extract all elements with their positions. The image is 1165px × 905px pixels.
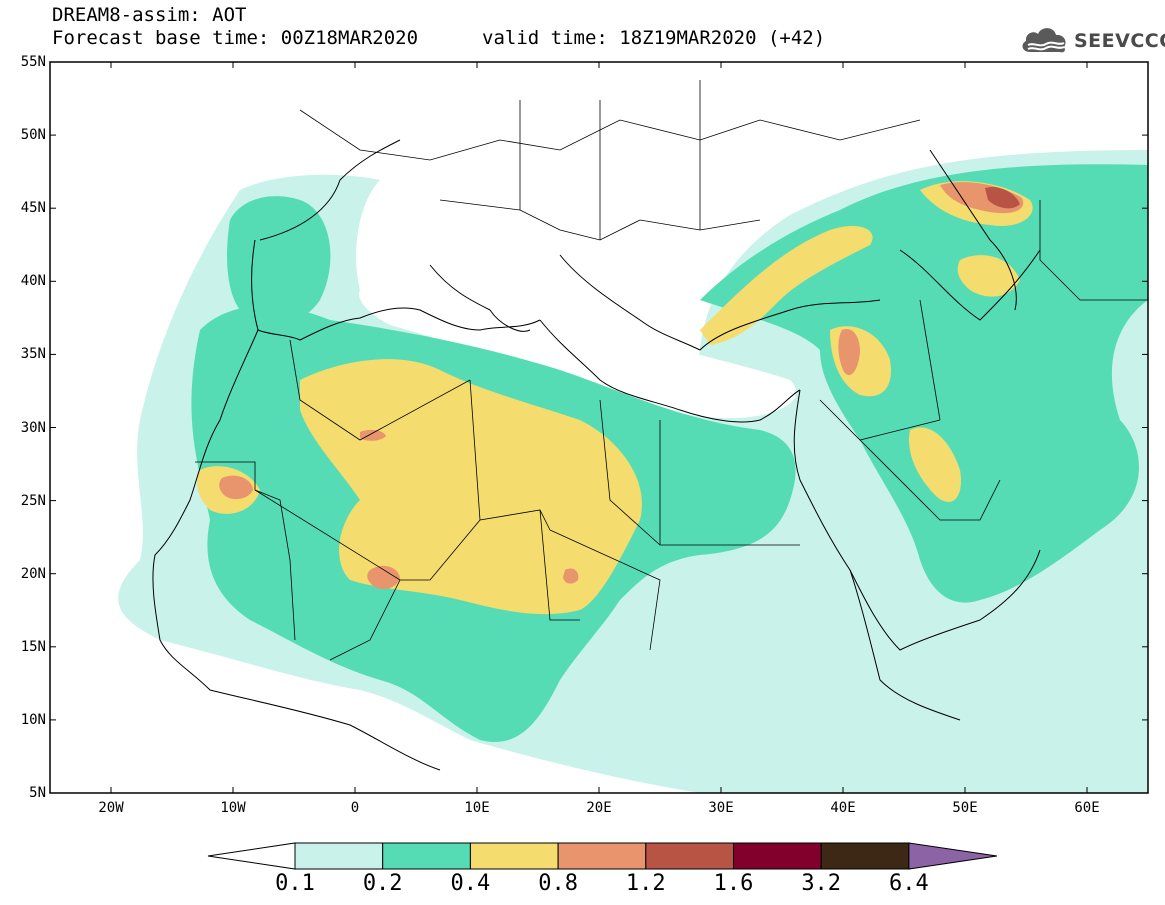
cloud-icon [1022, 28, 1066, 53]
colorbar-swatch [469, 842, 559, 870]
lon-tick-label: 10E [464, 800, 490, 816]
colorbar-swatch [820, 842, 910, 870]
lat-tick-label: 30N [20, 419, 46, 436]
lat-tick-label: 20N [20, 565, 46, 582]
colorbar-label: 3.2 [801, 871, 842, 896]
colorbar-label: 0.4 [450, 871, 491, 896]
logo-text: SEEVCCC [1074, 30, 1165, 52]
colorbar-label: 6.4 [889, 871, 929, 896]
colorbar-swatch [645, 842, 734, 870]
aot-contour-0.8-syria [838, 329, 860, 376]
colorbar-swatch [294, 842, 384, 870]
aot-contour-1.2 [985, 186, 1020, 209]
lon-tick-label: 0 [350, 800, 360, 816]
lat-tick-label: 55N [20, 54, 46, 70]
aot-contour-0.2-iberia [227, 196, 331, 324]
lon-tick-label: 50E [952, 800, 978, 816]
lon-tick-label: 10W [220, 800, 246, 816]
aot-contour-0.8-chad [563, 568, 579, 584]
axis-ticks [50, 61, 1148, 794]
forecast-base-time: Forecast base time: 00Z18MAR2020 [52, 27, 419, 49]
coastlines [152, 139, 1041, 771]
colorbar [207, 842, 997, 870]
colorbar-label: 0.1 [275, 871, 315, 896]
valid-time: valid time: 18Z19MAR2020 (+42) [482, 27, 826, 49]
aot-contour-0.8-algeria [360, 429, 386, 441]
lon-tick-label: 60E [1074, 800, 1100, 816]
colorbar-swatch [382, 842, 471, 870]
country-borders [195, 80, 1148, 661]
aot-contour-0.8-mali [367, 565, 400, 590]
colorbar-over-arrow [908, 842, 997, 870]
lon-tick-label: 20E [586, 800, 612, 816]
colorbar-swatch [557, 842, 647, 870]
aot-contour-0.8-mauritania [219, 475, 253, 500]
colorbar-label: 0.8 [538, 871, 578, 896]
aot-contour-0.4-east [957, 255, 1020, 297]
aot-contour-0.4-turkey [700, 225, 873, 345]
lat-tick-label: 50N [20, 127, 46, 144]
lon-tick-label: 40E [830, 800, 856, 816]
lat-tick-label: 40N [20, 273, 46, 290]
lat-tick-label: 35N [20, 346, 46, 363]
lat-tick-label: 15N [20, 638, 46, 655]
colorbar-swatch [733, 842, 822, 870]
aot-contour-0.4-gulf [909, 427, 961, 502]
map-title: DREAM8-assim: AOT [52, 4, 247, 26]
lat-tick-label: 25N [20, 492, 46, 509]
aot-field [50, 62, 1148, 793]
seevccc-logo: SEEVCCC [1018, 22, 1165, 62]
colorbar-label: 1.2 [625, 871, 666, 896]
lon-tick-label: 20W [98, 800, 124, 816]
colorbar-label: 0.2 [362, 871, 403, 896]
colorbar-label: 1.6 [713, 871, 754, 896]
lat-tick-label: 10N [20, 711, 46, 728]
lat-tick-label: 5N [29, 785, 46, 801]
lon-tick-label: 30E [708, 800, 734, 816]
aot-contour-0.4 [300, 359, 642, 615]
lat-tick-label: 45N [20, 200, 46, 217]
colorbar-under-arrow [207, 842, 296, 870]
